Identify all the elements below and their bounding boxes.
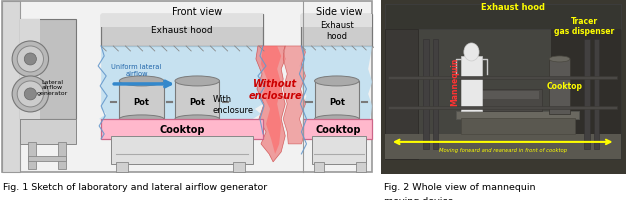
Text: Pot: Pot [133,98,150,107]
Text: Cooktop: Cooktop [315,124,360,134]
Text: Tracer
gas dispenser: Tracer gas dispenser [554,17,615,36]
Bar [461,57,482,111]
Text: Pot: Pot [329,98,345,107]
Circle shape [12,42,48,78]
Polygon shape [99,47,263,139]
Bar [314,82,359,119]
Text: Without
enclosure: Without enclosure [248,79,302,100]
Bar [311,136,366,164]
Bar [101,119,263,139]
Polygon shape [299,47,372,134]
Bar [120,82,164,119]
Text: Fig. 2 Whole view of mannequin: Fig. 2 Whole view of mannequin [384,182,535,191]
Circle shape [17,82,43,107]
Bar [456,111,579,119]
Bar [233,162,245,172]
Polygon shape [283,47,306,144]
Polygon shape [256,47,285,162]
Bar [386,30,418,159]
Text: Moving forward and rearward in front of cooktop: Moving forward and rearward in front of … [438,147,567,152]
Text: Exhaust
hood: Exhaust hood [320,21,353,40]
Circle shape [12,77,48,112]
Text: Fig. 1 Sketch of laboratory and lateral airflow generator: Fig. 1 Sketch of laboratory and lateral … [3,182,267,191]
Bar [386,5,621,159]
Text: Exhaust hood: Exhaust hood [481,3,545,12]
Text: Front view: Front view [172,7,223,17]
Bar [461,118,575,134]
Bar [101,15,263,28]
Bar [116,162,128,172]
Bar [386,134,621,159]
Bar [111,136,253,164]
Circle shape [25,88,36,100]
Bar [28,156,66,161]
Text: With
enclosure: With enclosure [213,95,253,114]
Bar [20,119,76,144]
Ellipse shape [120,77,164,87]
Bar [28,142,36,169]
Text: Side view: Side view [316,7,362,17]
Bar [303,119,372,139]
Bar [175,82,220,119]
Ellipse shape [314,115,359,123]
Bar [584,40,590,149]
Ellipse shape [464,44,479,62]
Circle shape [25,54,36,66]
Bar [20,20,40,119]
Text: Exhaust hood: Exhaust hood [151,26,213,35]
Ellipse shape [175,77,220,87]
Bar [388,77,617,80]
Ellipse shape [175,115,220,123]
Text: Cooktop: Cooktop [159,124,205,134]
Text: Mannequin: Mannequin [450,57,459,106]
Circle shape [17,47,43,73]
Text: Cooktop: Cooktop [547,82,582,91]
Bar [478,91,538,99]
Bar [388,106,617,109]
Bar [301,15,372,47]
Text: Uniform lateral
airflow: Uniform lateral airflow [111,64,162,77]
Bar [551,30,621,159]
Text: moving device: moving device [384,196,453,200]
Bar [20,20,76,119]
Ellipse shape [549,57,570,63]
Bar [58,142,66,169]
Text: Pot: Pot [189,98,205,107]
Bar [356,162,366,172]
Bar [594,40,599,149]
Bar [301,15,372,28]
Bar [476,89,542,111]
Bar [433,40,438,149]
Bar [314,162,324,172]
Text: Lateral
airflow
generator: Lateral airflow generator [37,79,68,96]
Bar [386,5,621,30]
Bar [423,40,429,149]
Polygon shape [261,47,281,154]
Bar [549,60,570,114]
Bar [2,2,20,172]
Ellipse shape [120,115,164,123]
Ellipse shape [314,77,359,87]
Bar [101,15,263,47]
